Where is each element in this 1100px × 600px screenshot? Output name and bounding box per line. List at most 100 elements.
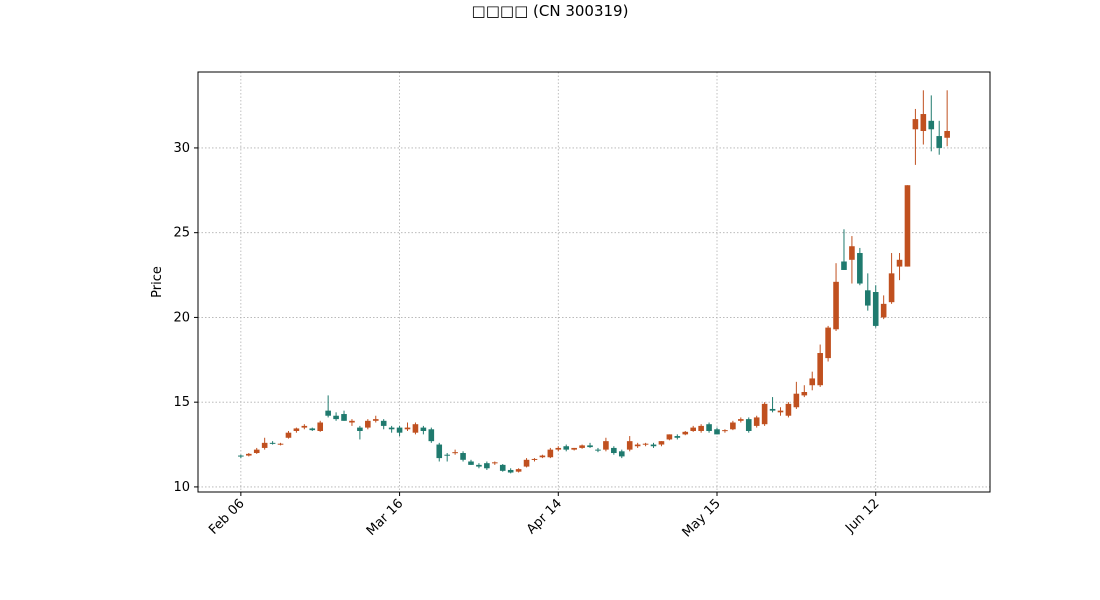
candle-body <box>690 427 696 431</box>
candle-body <box>293 428 300 431</box>
candle-body <box>492 462 498 464</box>
candle-body <box>626 441 633 450</box>
candle-body <box>507 469 514 473</box>
candle-body <box>936 136 943 148</box>
y-tick-label: 25 <box>173 226 190 241</box>
candle-body <box>761 403 768 425</box>
candle-body <box>785 403 792 416</box>
y-tick-label: 10 <box>173 480 190 495</box>
candle-body <box>349 420 355 423</box>
candle-body <box>698 425 704 431</box>
candle-body <box>444 454 450 456</box>
candle-body <box>714 429 720 435</box>
candle-body <box>357 427 363 431</box>
candle-body <box>555 447 562 450</box>
candle-body <box>833 281 839 330</box>
x-tick-label: Jun 12 <box>842 496 882 536</box>
candle-body <box>793 393 800 408</box>
x-tick-label: May 15 <box>680 496 724 540</box>
candle-body <box>539 455 546 458</box>
x-tick-label: Apr 14 <box>524 496 565 537</box>
candle-body <box>404 427 411 430</box>
candle-body <box>436 444 443 459</box>
chart-title: □□□□ (CN 300319) <box>472 2 629 20</box>
candle-body <box>269 442 276 444</box>
candle-body <box>523 459 530 467</box>
y-tick-label: 30 <box>173 141 190 156</box>
candle-body <box>245 453 252 456</box>
candle-body <box>468 461 474 465</box>
candle-body <box>928 120 935 130</box>
candle-body <box>388 427 395 430</box>
candle-body <box>872 292 879 326</box>
candle-body <box>753 417 760 426</box>
candle-body <box>325 410 331 416</box>
candle-body <box>531 458 538 460</box>
candle-body <box>682 431 689 435</box>
candle-body <box>634 444 641 447</box>
candle-body <box>801 392 808 396</box>
candle-body <box>595 449 601 451</box>
candle-body <box>777 410 784 413</box>
candle-body <box>817 353 823 386</box>
candle-body <box>261 442 268 448</box>
candle-body <box>841 261 847 270</box>
candle-body <box>285 432 292 438</box>
candle-body <box>412 424 419 433</box>
candle-body <box>365 420 371 428</box>
candle-body <box>484 463 490 469</box>
candle-body <box>309 428 316 431</box>
candle-body <box>515 469 522 472</box>
candle-body <box>380 420 387 426</box>
candle-body <box>301 425 308 428</box>
candle-body <box>603 441 609 450</box>
candle-body <box>849 246 855 260</box>
candle-body <box>674 436 681 438</box>
candle-body <box>587 445 593 448</box>
candle-body <box>825 327 831 359</box>
candle-body <box>722 430 728 432</box>
candle-body <box>396 427 403 433</box>
candle-body <box>650 444 657 447</box>
candle-body <box>896 259 903 267</box>
candle-body <box>460 453 466 460</box>
candle-body <box>857 253 863 284</box>
candle-body <box>428 429 435 442</box>
x-tick-label: Mar 16 <box>364 496 407 539</box>
candle-body <box>420 427 427 431</box>
plot-frame <box>197 71 991 493</box>
candle-body <box>769 408 776 411</box>
candle-body <box>618 451 625 457</box>
candle-body <box>611 447 617 454</box>
candle-body <box>317 422 324 431</box>
candle-body <box>372 419 379 421</box>
candle-body <box>738 419 744 421</box>
candle-body <box>277 443 284 445</box>
candle-body <box>253 449 260 454</box>
y-tick-label: 20 <box>173 310 190 325</box>
candle-body <box>904 185 911 267</box>
candle-body <box>238 455 244 457</box>
candle-body <box>579 445 585 448</box>
candle-body <box>920 114 927 131</box>
candle-body <box>499 464 506 471</box>
candle-body <box>666 434 673 440</box>
candle-body <box>944 130 950 138</box>
candle-body <box>452 452 458 454</box>
candle-body <box>547 449 554 458</box>
candle-body <box>912 119 919 130</box>
y-axis-label: Price <box>150 266 165 298</box>
candle-body <box>730 422 736 430</box>
candle-body <box>864 290 871 306</box>
candle-body <box>658 441 665 445</box>
y-tick-label: 15 <box>173 395 190 410</box>
candle-body <box>333 415 339 420</box>
candle-body <box>888 273 895 303</box>
candle-body <box>745 419 752 431</box>
candle-body <box>476 464 482 467</box>
candle-body <box>563 446 570 450</box>
candle-body <box>706 424 712 431</box>
x-tick-label: Feb 06 <box>206 496 248 538</box>
candle-body <box>809 378 816 386</box>
